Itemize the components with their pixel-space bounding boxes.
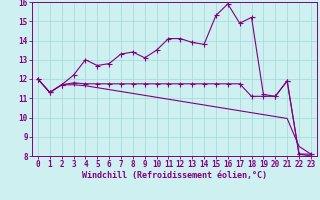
X-axis label: Windchill (Refroidissement éolien,°C): Windchill (Refroidissement éolien,°C) xyxy=(82,171,267,180)
